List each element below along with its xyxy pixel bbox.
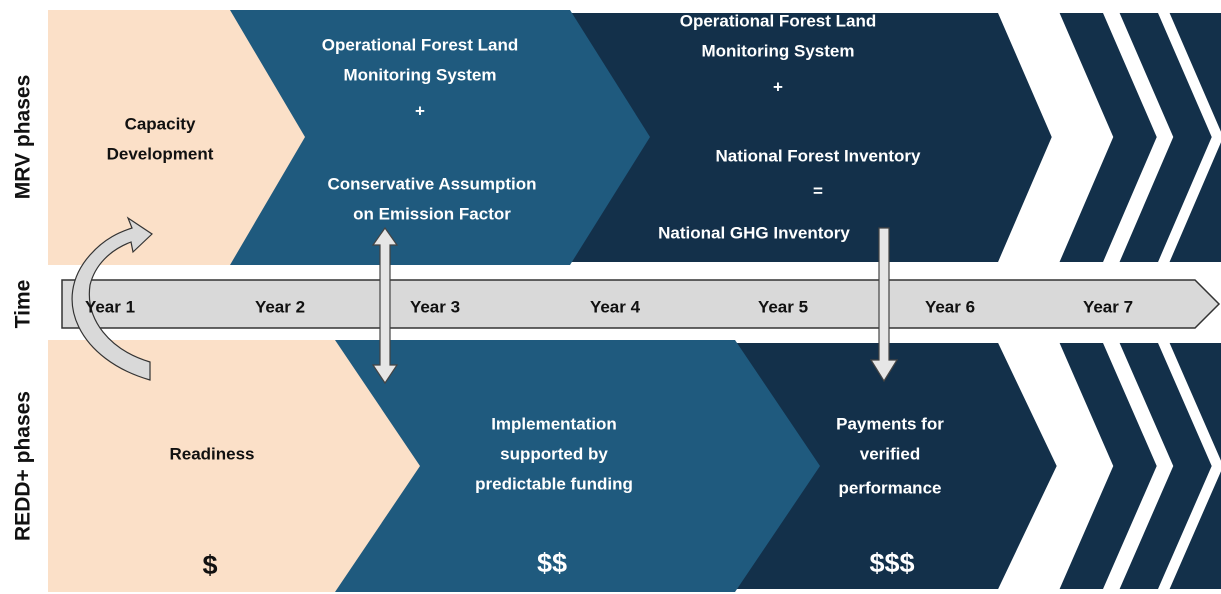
year-label: Year 5 [758, 297, 808, 316]
chevron [1110, 7, 1219, 268]
chevron [1160, 7, 1221, 268]
phase-text: on Emission Factor [353, 204, 511, 223]
phase-text: = [813, 181, 823, 200]
chevron [1050, 7, 1164, 268]
phase-text: supported by [500, 444, 608, 463]
years: Year 1 Year 2 Year 3 Year 4 Year 5 Year 6 Year… [85, 297, 1133, 316]
funding: $$ [537, 548, 567, 578]
side-label: MRV phases [12, 75, 35, 200]
time-arrow [61, 279, 1221, 329]
down-arrow [869, 227, 899, 383]
year-label: Year 6 [925, 297, 975, 316]
double-arrow [371, 226, 399, 385]
phase-text: Operational Forest Land [322, 35, 518, 54]
year-label: Year 2 [255, 297, 305, 316]
phase-text: predictable funding [475, 474, 633, 493]
phase-text: verified [860, 444, 920, 463]
funding: $$$ [869, 548, 914, 578]
phase-text: Readiness [169, 444, 254, 463]
side-label: REDD+ phases [12, 391, 35, 541]
phase-text: National Forest Inventory [716, 146, 922, 165]
phase-text: + [415, 101, 425, 120]
phase-text: Payments for [836, 414, 944, 433]
chevron [1050, 337, 1164, 594]
phase-text: Monitoring System [343, 65, 496, 84]
phase-text: performance [839, 478, 942, 497]
phase-text: National GHG Inventory [658, 223, 850, 242]
phase-text: Operational Forest Land [680, 11, 876, 30]
year-label: Year 7 [1083, 297, 1133, 316]
phase-text: Conservative Assumption [327, 174, 536, 193]
redd-band [48, 337, 1221, 594]
chevron [1110, 337, 1219, 594]
year-label: Year 1 [85, 297, 135, 316]
phase-1 [48, 10, 305, 265]
mrv-band [48, 7, 1221, 268]
chevron [1160, 337, 1221, 594]
phase-text: Monitoring System [701, 41, 854, 60]
curved-arrow [71, 216, 153, 381]
phase-text: + [773, 77, 783, 96]
phase-text: Implementation [491, 414, 617, 433]
phase-2 [200, 10, 650, 265]
funding: $ [202, 550, 217, 580]
year-label: Year 3 [410, 297, 460, 316]
phase-text: Development [107, 144, 214, 163]
side-label: Time [12, 280, 35, 329]
phase-1 [48, 340, 420, 592]
phase-text: Capacity [125, 114, 196, 133]
year-label: Year 4 [590, 297, 641, 316]
phase-2 [300, 340, 820, 592]
